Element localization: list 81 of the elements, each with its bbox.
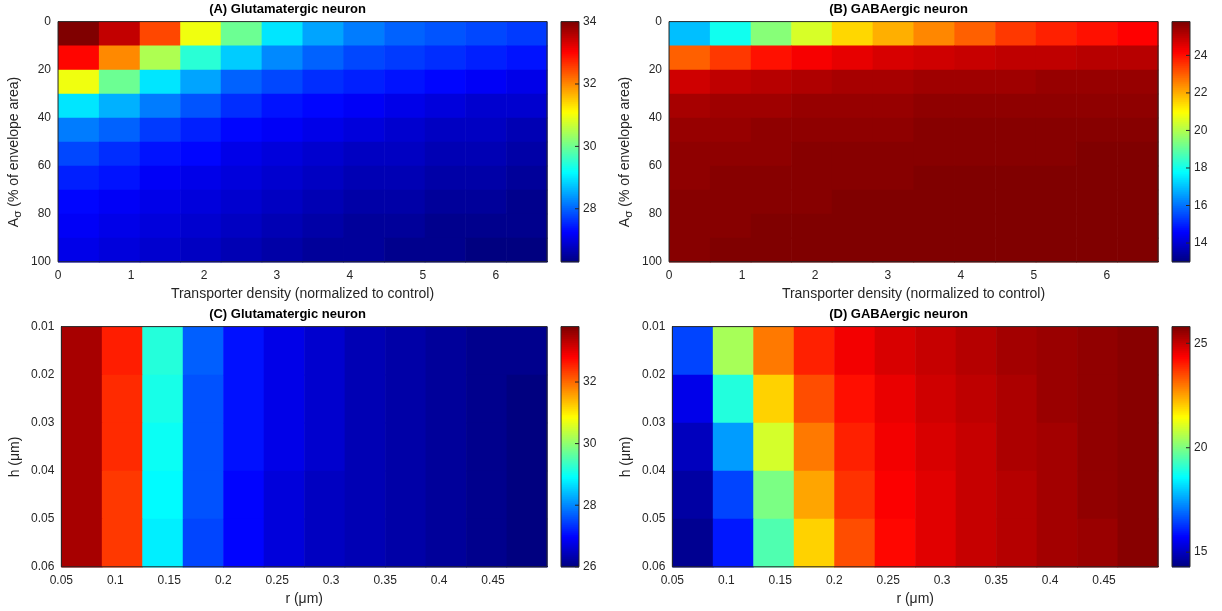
y-tick-label: 40 <box>648 109 663 124</box>
x-tick-label: 1 <box>127 268 135 283</box>
color-bar-label: 34 <box>583 13 597 28</box>
x-tick-label: 0.15 <box>157 573 182 588</box>
y-tick-label: 40 <box>37 109 52 124</box>
color-bar-label: 15 <box>1194 544 1208 559</box>
x-tick-label: 0.1 <box>717 573 735 588</box>
y-tick-label: 20 <box>37 61 52 76</box>
x-tick-label: 0.35 <box>984 573 1009 588</box>
x-tick-label: 3 <box>884 268 892 283</box>
y-tick-label: 0.05 <box>642 511 666 526</box>
x-axis-title: r (μm) <box>285 590 323 607</box>
color-bar-label: 30 <box>583 138 597 153</box>
y-tick-label: 0 <box>655 13 663 28</box>
x-tick-label: 0.2 <box>214 573 232 588</box>
x-tick-label: 0.25 <box>265 573 290 588</box>
x-tick-label: 3 <box>273 268 281 283</box>
x-tick-label: 6 <box>1103 268 1111 283</box>
color-bar-label: 28 <box>583 201 597 216</box>
y-tick-label: 0 <box>44 13 52 28</box>
x-tick-label: 0.05 <box>49 573 74 588</box>
x-tick-label: 0.2 <box>825 573 843 588</box>
chart-title: (D) GABAergic neuron <box>829 306 968 322</box>
x-tick-label: 0.45 <box>481 573 506 588</box>
color-bar-label: 30 <box>583 435 597 450</box>
x-tick-label: 5 <box>1030 268 1038 283</box>
color-bar-label: 28 <box>583 497 597 512</box>
color-bar-label: 25 <box>1194 335 1208 350</box>
color-bar-label: 20 <box>1194 122 1208 137</box>
x-tick-label: 0.1 <box>106 573 124 588</box>
color-bar-label: 26 <box>583 559 597 574</box>
x-tick-label: 0.4 <box>430 573 448 588</box>
x-tick-label: 0.3 <box>933 573 951 588</box>
y-tick-label: 60 <box>37 158 52 173</box>
color-bar-label: 18 <box>1194 160 1208 175</box>
y-tick-label: 0.06 <box>642 559 666 574</box>
chart-title: (B) GABAergic neuron <box>829 1 968 17</box>
x-axis-title: r (μm) <box>896 590 934 607</box>
x-tick-label: 0.35 <box>373 573 398 588</box>
y-tick-label: 60 <box>648 158 663 173</box>
color-bar-label: 16 <box>1194 197 1208 212</box>
y-tick-label: 0.04 <box>642 463 666 478</box>
x-tick-label: 2 <box>200 268 208 283</box>
y-tick-label: 0.03 <box>31 414 55 429</box>
y-tick-label: 0.02 <box>642 366 666 381</box>
y-tick-label: 0.04 <box>31 463 55 478</box>
y-tick-label: 0.03 <box>642 414 666 429</box>
chart-title: (A) Glutamatergic neuron <box>209 1 366 17</box>
x-tick-label: 0.25 <box>876 573 901 588</box>
y-axis-title: h (μm) <box>6 436 22 478</box>
color-bar-label: 24 <box>1194 47 1208 62</box>
x-tick-label: 0.45 <box>1092 573 1117 588</box>
x-tick-label: 0.05 <box>660 573 685 588</box>
x-tick-label: 4 <box>346 268 354 283</box>
x-tick-label: 0.4 <box>1041 573 1059 588</box>
y-tick-label: 80 <box>648 206 663 221</box>
x-tick-label: 5 <box>419 268 427 283</box>
x-tick-label: 2 <box>811 268 819 283</box>
x-tick-label: 1 <box>738 268 746 283</box>
x-axis-title: Transporter density (normalized to control) <box>170 285 435 302</box>
y-tick-label: 0.06 <box>31 559 55 574</box>
y-tick-label: 0.01 <box>642 318 666 333</box>
y-tick-label: 0.01 <box>31 318 55 333</box>
y-tick-label: 80 <box>37 206 52 221</box>
x-tick-label: 0.3 <box>322 573 340 588</box>
chart-title: (C) Glutamatergic neuron <box>209 306 366 322</box>
color-bar-label: 20 <box>1194 440 1208 455</box>
x-tick-label: 4 <box>957 268 965 283</box>
y-axis-title: h (μm) <box>617 436 633 478</box>
y-tick-label: 0.05 <box>31 511 55 526</box>
y-tick-label: 100 <box>30 254 52 269</box>
x-tick-label: 0.15 <box>768 573 793 588</box>
y-tick-label: 0.02 <box>31 366 55 381</box>
color-bar-label: 32 <box>583 76 597 91</box>
color-bar-label: 22 <box>1194 85 1208 100</box>
y-tick-label: 100 <box>641 254 663 269</box>
color-bar-label: 14 <box>1194 235 1208 250</box>
x-axis-title: Transporter density (normalized to control) <box>781 285 1046 302</box>
color-bar-label: 32 <box>583 374 597 389</box>
x-tick-label: 6 <box>492 268 500 283</box>
y-tick-label: 20 <box>648 61 663 76</box>
